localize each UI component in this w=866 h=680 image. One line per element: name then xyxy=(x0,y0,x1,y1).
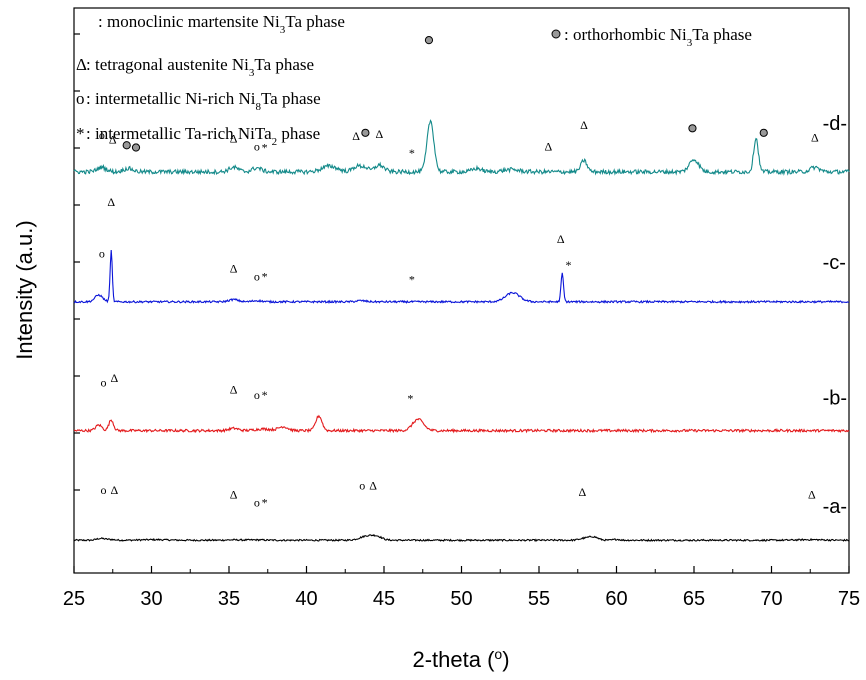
legend-entry-text: : orthorhombic Ni xyxy=(564,25,687,44)
legend-entry-sub: 2 xyxy=(272,136,278,148)
legend-entry-tail: Ta phase xyxy=(254,55,314,74)
phase-marker: * xyxy=(262,269,268,283)
orthorhombic-marker xyxy=(361,128,370,137)
orthorhombic-marker xyxy=(759,128,768,137)
x-tick-label: 75 xyxy=(838,588,860,610)
phase-marker: * xyxy=(565,258,571,272)
curve-label: -b- xyxy=(823,388,847,410)
legend-entry: : monoclinic martensite Ni3Ta phase xyxy=(98,12,345,36)
tick-group: 25 30 35 40 45 50 55 60 65 70 75 xyxy=(63,33,860,610)
x-tick-label: 40 xyxy=(295,588,317,610)
phase-marker: o xyxy=(99,247,105,261)
curve-label: -c- xyxy=(823,252,846,274)
orthorhombic-marker xyxy=(424,36,434,45)
curve-label: -a- xyxy=(823,496,847,518)
phase-marker: Δ xyxy=(110,483,118,497)
phase-marker: * xyxy=(409,146,415,160)
phase-marker: Δ xyxy=(352,129,360,143)
legend-entry-sub: 8 xyxy=(255,101,261,113)
legend-entry-text: : intermetallic Ta-rich NiTa xyxy=(86,124,272,143)
curve-group xyxy=(73,119,850,543)
legend-entry-sub: 3 xyxy=(687,37,693,49)
series-line-1 xyxy=(73,414,850,434)
legend-symbol: * xyxy=(76,124,85,143)
legend-entry-tail: Ta phase xyxy=(285,12,345,31)
phase-marker: o xyxy=(254,269,260,283)
phase-marker: * xyxy=(409,273,415,287)
phase-marker: Δ xyxy=(579,485,587,499)
phase-marker: Δ xyxy=(811,130,819,144)
orthorhombic-marker xyxy=(688,124,697,133)
phase-marker: o xyxy=(254,388,260,402)
legend-entry-sub: 3 xyxy=(249,67,255,79)
curve-label-group: -a- -b- -c- -d- xyxy=(823,113,847,518)
legend-entry: : intermetallic Ta-rich NiTa2 phase xyxy=(86,124,320,148)
phase-marker: Δ xyxy=(230,382,238,396)
phase-marker: Δ xyxy=(110,371,118,385)
x-tick-label: 35 xyxy=(218,588,240,610)
phase-marker: o xyxy=(254,495,260,509)
legend-entry-tail: phase xyxy=(277,124,320,143)
legend-symbol: Δ xyxy=(76,55,87,74)
phase-marker: Δ xyxy=(808,487,816,501)
orthorhombic-marker xyxy=(122,141,131,150)
phase-marker: Δ xyxy=(544,139,552,153)
phase-marker: Δ xyxy=(109,133,117,147)
phase-marker: Δ xyxy=(557,232,565,246)
x-tick-label: 55 xyxy=(528,588,550,610)
phase-marker: Δ xyxy=(230,131,238,145)
x-tick-label: 70 xyxy=(760,588,782,610)
x-tick-label: 30 xyxy=(140,588,162,610)
series-line-0 xyxy=(73,533,850,543)
legend-entry-text: : monoclinic martensite Ni xyxy=(98,12,280,31)
y-axis-title: Intensity (a.u.) xyxy=(12,220,37,359)
phase-marker: * xyxy=(407,391,413,405)
phase-marker: o xyxy=(100,483,106,497)
phase-marker: Δ xyxy=(107,195,115,209)
legend-entry-tail: Ta phase xyxy=(692,25,752,44)
phase-marker: o xyxy=(359,478,365,492)
curve-label: -d- xyxy=(823,113,847,135)
x-axis-title-tail: ) xyxy=(502,647,509,672)
legend-entry-sub: 3 xyxy=(280,24,286,36)
phase-marker: * xyxy=(262,141,268,155)
x-axis-title-sup: o xyxy=(494,646,502,662)
x-tick-label: 45 xyxy=(373,588,395,610)
phase-marker: Δ xyxy=(375,127,383,141)
phase-marker: * xyxy=(262,388,268,402)
series-line-2 xyxy=(73,249,850,304)
phase-marker: Δ xyxy=(230,487,238,501)
legend-dot-symbol xyxy=(551,29,561,39)
phase-marker: Δ xyxy=(230,261,238,275)
orthorhombic-marker xyxy=(131,143,141,152)
x-tick-label: 25 xyxy=(63,588,85,610)
legend-entry-tail: Ta phase xyxy=(261,89,321,108)
legend-symbol: o xyxy=(76,89,85,108)
x-axis-title: 2-theta (o) xyxy=(412,646,509,672)
phase-marker: o xyxy=(254,139,260,153)
legend-entry-text: : tetragonal austenite Ni xyxy=(86,55,249,74)
phase-marker: Δ xyxy=(369,478,377,492)
series-line-3 xyxy=(73,119,850,176)
phase-marker: o xyxy=(100,376,106,390)
legend-entry-text: : intermetallic Ni-rich Ni xyxy=(86,89,256,108)
phase-marker: o xyxy=(99,128,105,142)
x-tick-label: 50 xyxy=(450,588,472,610)
phase-marker: Δ xyxy=(580,118,588,132)
x-tick-label: 65 xyxy=(683,588,705,610)
phase-marker: * xyxy=(262,495,268,509)
legend-entry: : tetragonal austenite Ni3Ta phase xyxy=(86,55,314,79)
legend-entry: : orthorhombic Ni3Ta phase xyxy=(564,25,752,49)
legend-entry: : intermetallic Ni-rich Ni8Ta phase xyxy=(86,89,321,113)
x-tick-label: 60 xyxy=(605,588,627,610)
